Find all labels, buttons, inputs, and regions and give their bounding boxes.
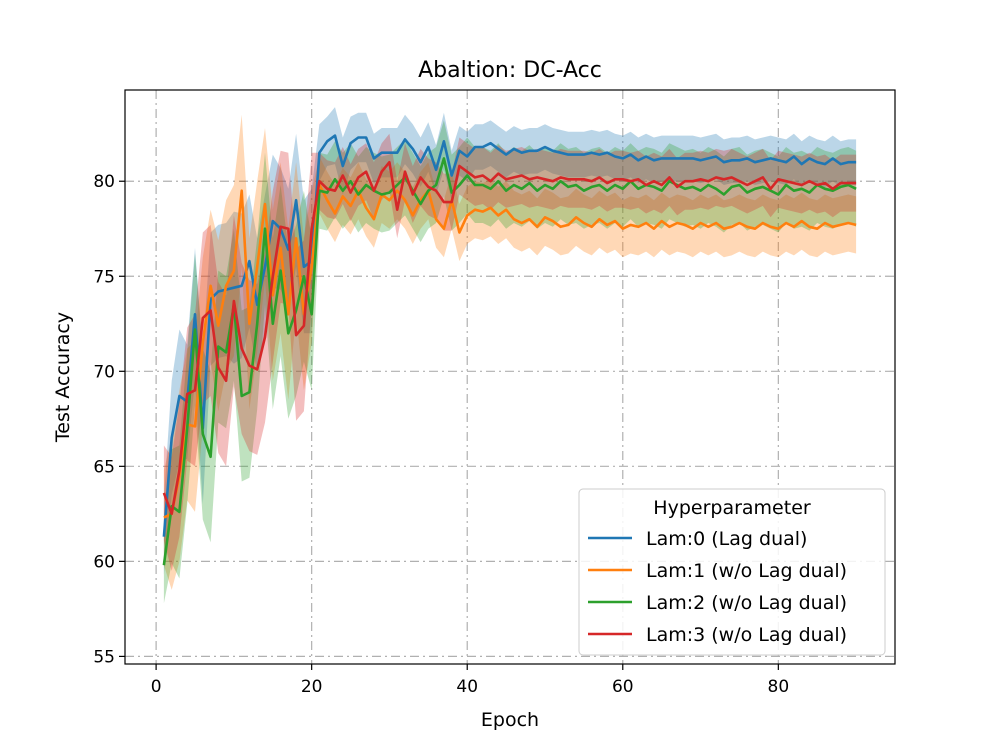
- y-axis-ticks: 55 60 65 70 75 80: [93, 172, 125, 667]
- legend-label-2: Lam:2 (w/o Lag dual): [646, 592, 847, 614]
- legend-entries: Lam:0 (Lag dual) Lam:1 (w/o Lag dual) Lam:…: [588, 528, 847, 646]
- y-tick-label: 75: [93, 267, 115, 287]
- series-3-band: [163, 133, 857, 571]
- series-2-line: [162, 157, 857, 566]
- legend: Hyperparameter Lam:0 (Lag dual) Lam:1 (w/…: [578, 488, 886, 656]
- series-1-band: [163, 114, 857, 590]
- x-tick-label: 20: [301, 677, 323, 697]
- series-2-band: [163, 120, 857, 604]
- y-tick-label: 65: [93, 457, 115, 477]
- confidence-bands: [163, 107, 857, 604]
- chart-title: Abaltion: DC-Acc: [418, 58, 602, 83]
- legend-label-3: Lam:3 (w/o Lag dual): [646, 624, 847, 646]
- x-tick-label: 40: [456, 677, 478, 697]
- x-tick-label: 0: [151, 677, 162, 697]
- x-tick-label: 60: [612, 677, 634, 697]
- series-0-band: [163, 107, 857, 575]
- plot-frame: [124, 89, 896, 665]
- y-tick-label: 55: [93, 647, 115, 667]
- x-tick-label: 80: [768, 677, 790, 697]
- y-tick-label: 70: [93, 362, 115, 382]
- x-axis-label: Epoch: [481, 709, 539, 731]
- series-lines: [162, 134, 857, 566]
- y-tick-label: 60: [93, 552, 115, 572]
- legend-label-1: Lam:1 (w/o Lag dual): [646, 560, 847, 582]
- x-axis-ticks: 0 20 40 60 80: [151, 664, 789, 697]
- series-1-line: [163, 183, 857, 519]
- series-3-line: [162, 160, 857, 516]
- legend-box: [578, 488, 886, 656]
- y-tick-label: 80: [93, 172, 115, 192]
- legend-label-0: Lam:0 (Lag dual): [646, 528, 807, 550]
- legend-title: Hyperparameter: [653, 497, 811, 519]
- y-axis-label: Test Accuracy: [52, 312, 74, 443]
